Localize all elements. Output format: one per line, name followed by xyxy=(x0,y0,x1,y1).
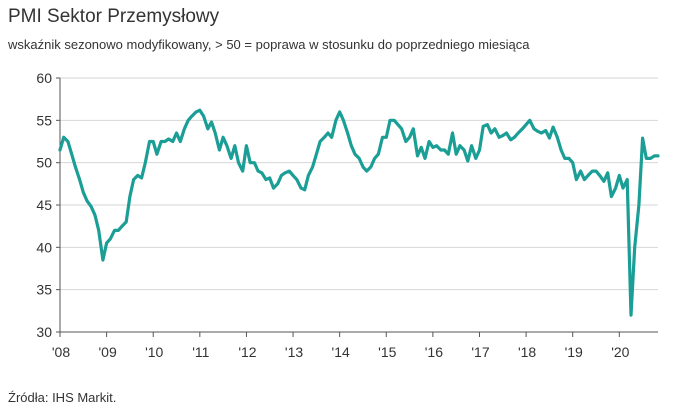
grid-lines xyxy=(60,77,658,291)
x-tick-label: '18 xyxy=(518,344,536,360)
y-axis: 30 35 40 45 50 55 60 xyxy=(36,70,61,340)
y-tick-label: 40 xyxy=(36,239,52,255)
y-tick-label: 30 xyxy=(36,324,52,340)
series-line xyxy=(58,108,660,317)
y-tick-label: 55 xyxy=(36,112,52,128)
y-tick-label: 60 xyxy=(36,70,52,86)
x-tick-label: '14 xyxy=(332,344,350,360)
y-tick-label: 50 xyxy=(36,155,52,171)
chart-subtitle: wskaźnik sezonowo modyfikowany, > 50 = p… xyxy=(8,37,530,52)
y-tick-label: 45 xyxy=(36,197,52,213)
x-tick-label: '09 xyxy=(98,344,116,360)
x-tick-label: '10 xyxy=(145,344,163,360)
y-tick-label: 35 xyxy=(36,282,52,298)
x-tick-label: '19 xyxy=(565,344,583,360)
x-tick-label: '16 xyxy=(425,344,443,360)
x-tick-label: '15 xyxy=(378,344,396,360)
x-tick-label: '11 xyxy=(192,344,209,360)
x-tick-label: '13 xyxy=(285,344,303,360)
x-tick-label: '08 xyxy=(52,344,70,360)
x-tick-label: '20 xyxy=(611,344,629,360)
x-axis: '08 '09 '10 '11 '12 '13 '14 '15 '16 '17 '18 '19 '20 xyxy=(52,331,658,360)
source-note: Źródła: IHS Markit. xyxy=(8,390,117,405)
x-tick-label: '17 xyxy=(471,344,489,360)
x-tick-label: '12 xyxy=(238,344,256,360)
chart-title: PMI Sektor Przemysłowy xyxy=(8,6,220,27)
